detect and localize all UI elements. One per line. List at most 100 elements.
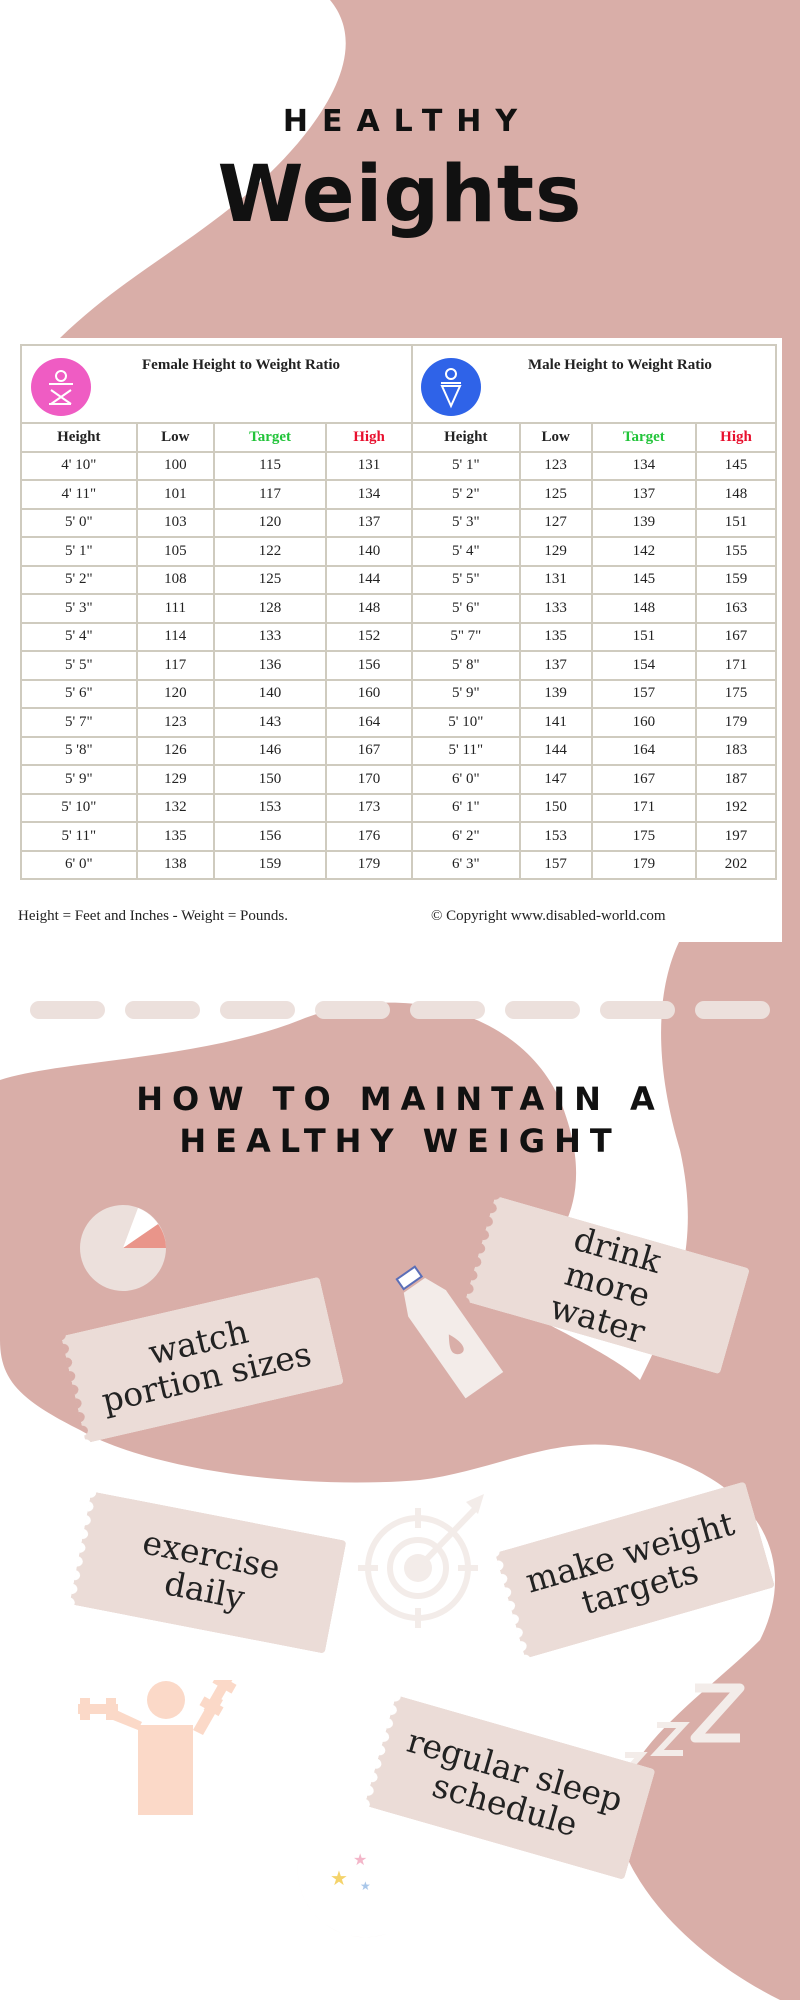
table-row: 5' 1" 123 134 145 — [411, 450, 777, 481]
table-row: 6' 2" 153 175 197 — [411, 821, 777, 852]
table-cell: 4' 11" — [20, 479, 138, 510]
table-cell: 126 — [135, 735, 216, 766]
table-cell: 164 — [325, 707, 413, 738]
table-row: 5' 9" 139 157 175 — [411, 678, 777, 709]
table-cell: 103 — [135, 507, 216, 538]
table-cell: 6' 0" — [20, 849, 138, 880]
table-row: 5' 8" 137 154 171 — [411, 650, 777, 681]
table-cell: 127 — [518, 507, 593, 538]
table-cell: 5' 8" — [411, 650, 521, 681]
table-cell: 136 — [212, 650, 328, 681]
table-row: 5' 4" 114 133 152 — [20, 621, 413, 652]
table-cell: 100 — [135, 450, 216, 481]
table-cell: 5' 7" — [20, 707, 138, 738]
table-cell: 187 — [695, 764, 777, 795]
table-row: 5' 11" 144 164 183 — [411, 735, 777, 766]
column-header: High — [325, 422, 413, 453]
table-cell: 163 — [695, 593, 777, 624]
table-cell: 140 — [325, 536, 413, 567]
table-row: 6' 0" 147 167 187 — [411, 764, 777, 795]
table-cell: 5' 2" — [20, 564, 138, 595]
table-cell: 5' 3" — [20, 593, 138, 624]
table-cell: 5' 10" — [20, 792, 138, 823]
column-header: Height — [411, 422, 521, 453]
table-cell: 105 — [135, 536, 216, 567]
column-header: Height — [20, 422, 138, 453]
table-row: 5 '8" 126 146 167 — [20, 735, 413, 766]
svg-text:★: ★ — [330, 1868, 348, 1890]
table-cell: 159 — [695, 564, 777, 595]
table-cell: 133 — [518, 593, 593, 624]
table-row: 5' 0" 103 120 137 — [20, 507, 413, 538]
table-cell: 117 — [212, 479, 328, 510]
table-row: 5' 6" 133 148 163 — [411, 593, 777, 624]
copyright: © Copyright www.disabled-world.com — [431, 908, 666, 924]
table-cell: 170 — [325, 764, 413, 795]
table-cell: 134 — [590, 450, 698, 481]
water-bottle-icon — [395, 1265, 504, 1399]
table-row: 5' 11" 135 156 176 — [20, 821, 413, 852]
table-cell: 146 — [212, 735, 328, 766]
table-cell: 153 — [212, 792, 328, 823]
table-cell: 122 — [212, 536, 328, 567]
table-cell: 139 — [518, 678, 593, 709]
table-row: 5' 6" 120 140 160 — [20, 678, 413, 709]
table-cell: 5' 4" — [411, 536, 521, 567]
table-cell: 150 — [212, 764, 328, 795]
column-header: Low — [135, 422, 216, 453]
table-cell: 179 — [695, 707, 777, 738]
table-row: 6' 1" 150 171 192 — [411, 792, 777, 823]
table-cell: 131 — [518, 564, 593, 595]
table-cell: 176 — [325, 821, 413, 852]
table-cell: 5' 1" — [411, 450, 521, 481]
table-cell: 151 — [590, 621, 698, 652]
kicker-heading: HEALTHY — [282, 104, 532, 139]
table-cell: 5' 4" — [20, 621, 138, 652]
tip-text: exercise daily — [139, 1521, 284, 1617]
table-cell: 108 — [135, 564, 216, 595]
svg-text:★: ★ — [353, 1852, 367, 1869]
table-cell: 164 — [590, 735, 698, 766]
table-cell: 133 — [212, 621, 328, 652]
table-row: 5' 5" 131 145 159 — [411, 564, 777, 595]
table-cell: 202 — [695, 849, 777, 880]
table-cell: 192 — [695, 792, 777, 823]
table-cell: 6' 2" — [411, 821, 521, 852]
dashed-divider — [30, 1001, 770, 1019]
table-cell: 148 — [590, 593, 698, 624]
table-row: 5' 10" 141 160 179 — [411, 707, 777, 738]
table-cell: 171 — [695, 650, 777, 681]
table-cell: 175 — [695, 678, 777, 709]
table-cell: 175 — [590, 821, 698, 852]
table-cell: 157 — [590, 678, 698, 709]
table-cell: 150 — [518, 792, 593, 823]
female-symbol-icon — [31, 358, 91, 416]
table-row: 5' 7" 123 143 164 — [20, 707, 413, 738]
table-cell: 173 — [325, 792, 413, 823]
column-header: Target — [590, 422, 698, 453]
table-row: 6' 0" 138 159 179 — [20, 849, 413, 880]
table-cell: 101 — [135, 479, 216, 510]
table-cell: 4' 10" — [20, 450, 138, 481]
table-cell: 145 — [590, 564, 698, 595]
table-cell: 134 — [325, 479, 413, 510]
table-cell: 137 — [518, 650, 593, 681]
table-cell: 139 — [590, 507, 698, 538]
table-row: 5' 4" 129 142 155 — [411, 536, 777, 567]
table-cell: 5" 7" — [411, 621, 521, 652]
table-row: 4' 11" 101 117 134 — [20, 479, 413, 510]
table-cell: 135 — [135, 821, 216, 852]
table-cell: 142 — [590, 536, 698, 567]
table-cell: 123 — [518, 450, 593, 481]
table-cell: 5' 11" — [411, 735, 521, 766]
table-cell: 179 — [325, 849, 413, 880]
table-cell: 160 — [590, 707, 698, 738]
table-cell: 117 — [135, 650, 216, 681]
table-cell: 5' 11" — [20, 821, 138, 852]
table-cell: 148 — [325, 593, 413, 624]
target-arrow-icon — [358, 1494, 484, 1628]
table-cell: 151 — [695, 507, 777, 538]
page-title: Weights — [217, 150, 583, 240]
table-cell: 179 — [590, 849, 698, 880]
table-cell: 120 — [135, 678, 216, 709]
